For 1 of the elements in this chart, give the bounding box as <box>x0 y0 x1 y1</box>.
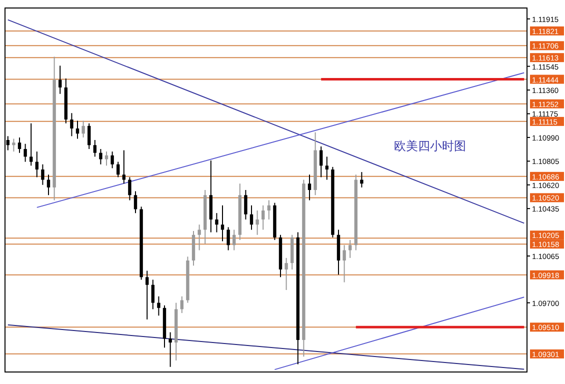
text: 欧美四小时图 <box>394 139 466 153</box>
